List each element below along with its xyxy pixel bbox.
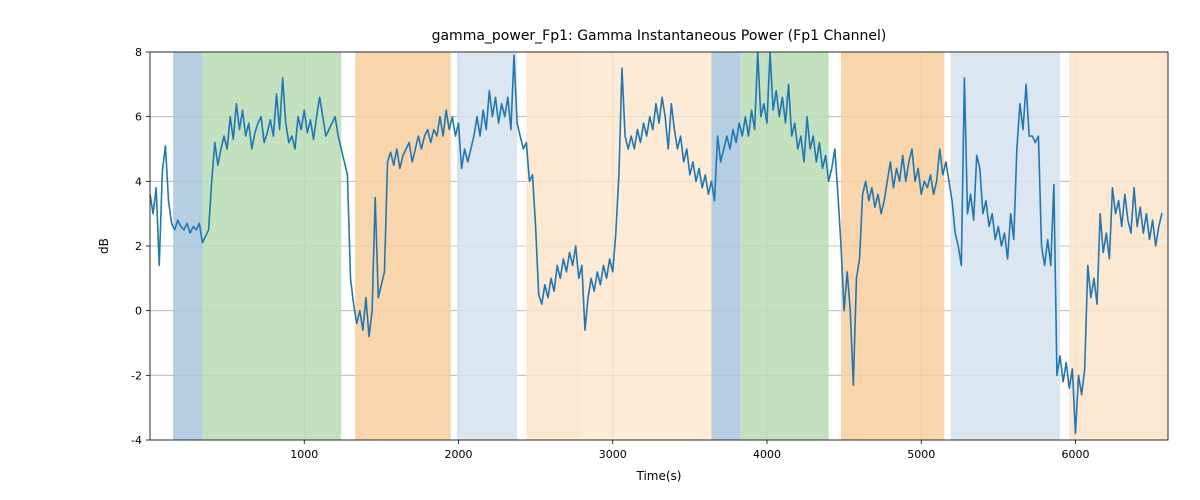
y-tick-label: 8	[135, 46, 142, 59]
y-tick-label: 0	[135, 305, 142, 318]
x-axis-label: Time(s)	[636, 469, 682, 483]
shaded-region	[711, 52, 740, 440]
y-tick-label: -2	[131, 369, 142, 382]
x-tick-label: 4000	[753, 448, 781, 461]
x-tick-label: 2000	[444, 448, 472, 461]
chart-container: -4 -2 0 2 4 6 8 1000 2000 3000 4000 5000 6000 gamma_…	[0, 0, 1200, 500]
x-tick-label: 3000	[599, 448, 627, 461]
shaded-region	[202, 52, 341, 440]
shaded-region	[526, 52, 582, 440]
y-axis-label: dB	[97, 238, 111, 254]
shaded-region	[841, 52, 944, 440]
y-tick-label: -4	[131, 434, 142, 447]
y-tick-label: 4	[135, 175, 142, 188]
shaded-region	[582, 52, 712, 440]
y-tick-label: 2	[135, 240, 142, 253]
x-tick-label: 1000	[290, 448, 318, 461]
shaded-region	[355, 52, 451, 440]
x-tick-label: 6000	[1061, 448, 1089, 461]
shaded-region	[1069, 52, 1168, 440]
chart-title: gamma_power_Fp1: Gamma Instantaneous Pow…	[432, 28, 887, 44]
shaded-region	[173, 52, 202, 440]
y-tick-label: 6	[135, 111, 142, 124]
line-chart: -4 -2 0 2 4 6 8 1000 2000 3000 4000 5000 6000 gamma_…	[0, 0, 1200, 500]
x-tick-label: 5000	[907, 448, 935, 461]
